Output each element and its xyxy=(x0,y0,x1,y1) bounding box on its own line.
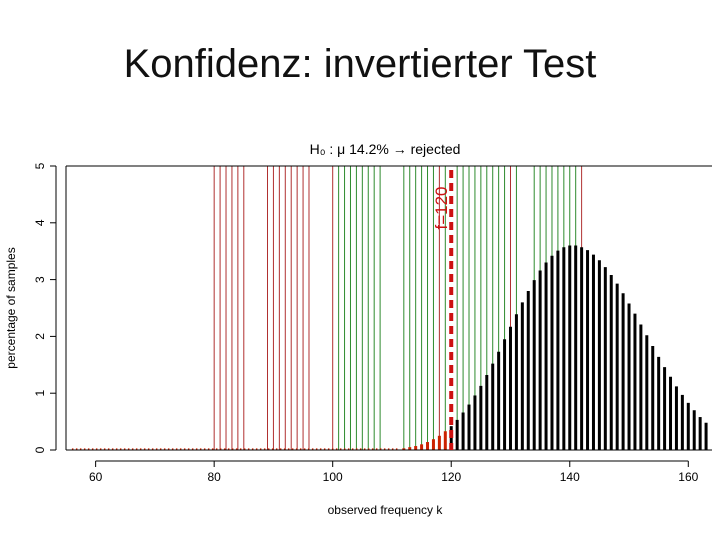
y-axis-title: percentage of samples xyxy=(4,247,18,368)
x-tick-label: 80 xyxy=(207,470,221,484)
y-axis: 0 1 2 3 4 5 xyxy=(33,162,57,453)
x-tick-label: 100 xyxy=(323,470,343,484)
x-tick-label: 60 xyxy=(89,470,103,484)
plot-title: H₀ : μ 14.2% → rejected xyxy=(310,141,461,157)
x-tick-label: 160 xyxy=(678,470,698,484)
y-tick-label: 4 xyxy=(33,219,47,226)
x-axis: 60 80 100 120 140 160 xyxy=(89,460,699,484)
y-tick-label: 3 xyxy=(33,276,47,283)
x-axis-title: observed frequency k xyxy=(328,503,444,517)
y-tick-label: 1 xyxy=(33,390,47,397)
y-tick-label: 0 xyxy=(33,446,47,453)
reference-line-label: f=120 xyxy=(432,186,451,229)
slide-title: Konfidenz: invertierter Test xyxy=(123,42,597,86)
distribution-bars xyxy=(402,245,708,450)
x-tick-label: 140 xyxy=(560,470,580,484)
x-tick-label: 120 xyxy=(441,470,461,484)
reference-line: f=120 xyxy=(432,170,454,450)
y-tick-label: 5 xyxy=(33,162,47,169)
y-tick-label: 2 xyxy=(33,333,47,340)
